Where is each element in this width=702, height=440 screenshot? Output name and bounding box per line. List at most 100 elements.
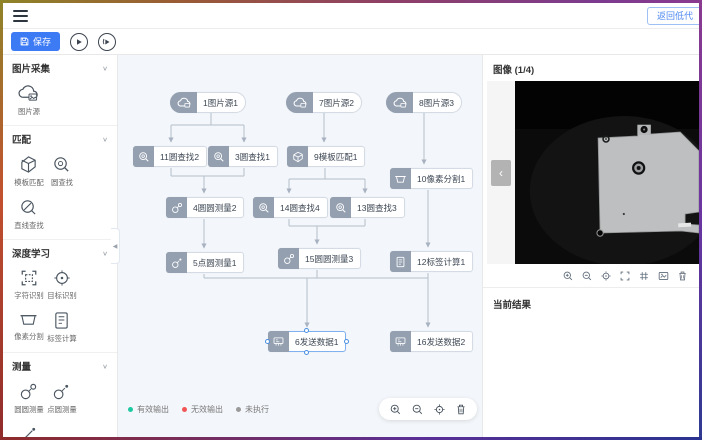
zoom-out-button[interactable]	[412, 404, 423, 415]
tool-image-source[interactable]: 图片源	[12, 84, 45, 117]
play-loop-icon	[102, 38, 110, 44]
tool-label-calc[interactable]: 标签计算	[45, 311, 78, 344]
cloud-image-icon	[17, 85, 38, 101]
zoom-in-button[interactable]	[563, 271, 573, 281]
flow-canvas[interactable]: 1图片源1 7图片源2 8图片源3 11圆查找2 3圆查找1 9模板匹配1 10…	[118, 55, 482, 437]
tool-circle-circle-measure[interactable]: 圆圆测量	[12, 382, 45, 415]
red-dot	[182, 407, 187, 412]
run-once-button[interactable]	[70, 32, 89, 51]
grid-icon	[640, 271, 648, 280]
flow-node-label: 8图片源3	[419, 97, 454, 108]
flow-node-image-source-3[interactable]: 8图片源3	[386, 92, 462, 113]
section-header[interactable]: 测量 ∨	[12, 359, 108, 373]
tool-label: 直线查找	[13, 221, 44, 230]
menu-icon[interactable]	[13, 9, 28, 22]
flow-node-image-source-1[interactable]: 1图片源1	[170, 92, 246, 113]
tool-ocr[interactable]: 字符识别	[12, 269, 45, 301]
zoom-out-icon	[582, 271, 592, 280]
measure-circle-circle-icon	[166, 197, 187, 218]
measure-point-circle-icon	[53, 384, 69, 400]
measure-point-circle-icon	[166, 252, 187, 273]
list-icon	[55, 312, 68, 329]
flow-node-circle-find-3[interactable]: 13圆查找3	[330, 197, 405, 218]
run-continuous-button[interactable]	[98, 32, 117, 51]
flow-node-image-source-2[interactable]: 7图片源2	[286, 92, 362, 113]
snapshot-button[interactable]	[658, 271, 669, 281]
save-button[interactable]: 保存	[11, 32, 61, 51]
section-header[interactable]: 深度学习 ∨	[12, 246, 108, 260]
grid-button[interactable]	[639, 271, 649, 281]
flow-node-circle-find-2[interactable]: 11圆查找2	[133, 146, 208, 167]
tool-point-circle-measure[interactable]: 点圆测量	[45, 382, 78, 415]
cloud-image-icon	[386, 92, 413, 113]
chevron-down-icon: ∨	[102, 64, 108, 72]
flow-node-template-match-1[interactable]: 9模板匹配1	[287, 146, 366, 167]
flow-node-circle-circle-measure-3[interactable]: 15圆圆测量3	[278, 248, 362, 269]
device-icon	[390, 331, 411, 352]
chevron-down-icon: ∨	[102, 135, 108, 143]
legend-invalid-output: 无效输出	[182, 404, 223, 415]
measure-point-point-icon	[25, 427, 36, 437]
measure-circle-circle-icon	[20, 383, 37, 400]
inspect-panel: 图像 (1/4) ‹	[482, 55, 699, 437]
chevron-left-icon: ◀	[112, 243, 118, 250]
tool-object-detect[interactable]: 目标识别	[45, 269, 78, 301]
flow-node-label: 16发送数据2	[417, 336, 466, 347]
legend-label: 未执行	[245, 405, 269, 414]
flow-node-send-data-1[interactable]: 6发送数据1	[265, 328, 350, 355]
inspection-image[interactable]	[515, 81, 699, 264]
output-legend: 有效输出 无效输出 未执行	[128, 404, 269, 415]
tool-circle-find[interactable]: 圆查找	[45, 155, 78, 188]
back-to-lowcode-button[interactable]: 返回低代	[646, 7, 702, 25]
flow-node-label: 12标签计算1	[417, 256, 466, 267]
zoom-in-icon	[563, 271, 573, 280]
metal-part-image	[515, 81, 699, 264]
locate-button[interactable]	[434, 403, 445, 415]
sidebar-collapse-toggle[interactable]: ◀	[111, 228, 120, 264]
flow-node-label: 15圆圆测量3	[305, 253, 354, 264]
prev-image-button[interactable]: ‹	[491, 159, 511, 186]
gray-dot	[236, 407, 241, 412]
locate-icon	[601, 270, 611, 281]
tool-label: 点圆测量	[46, 405, 77, 414]
connection-handle[interactable]	[344, 338, 350, 344]
tool-template-match[interactable]: 模板匹配	[12, 155, 45, 188]
flow-node-pixel-segment-1[interactable]: 10像素分割1	[390, 168, 474, 189]
connection-handle[interactable]	[265, 338, 270, 344]
tool-label: 模板匹配	[13, 178, 44, 187]
connection-handle[interactable]	[304, 328, 310, 333]
delete-button[interactable]	[678, 271, 687, 281]
tool-line-find[interactable]: 直线查找	[12, 198, 45, 231]
flow-node-label: 11圆查找2	[160, 151, 200, 162]
section-title: 深度学习	[12, 249, 51, 260]
flow-node-send-data-2[interactable]: 16发送数据2	[390, 331, 474, 352]
tool-label: 像素分割	[13, 332, 44, 341]
fullscreen-button[interactable]	[620, 271, 630, 281]
target-icon	[53, 270, 70, 286]
flow-node-circle-find-4[interactable]: 14圆查找4	[253, 197, 328, 218]
flow-node-circle-circle-measure-2[interactable]: 4圆圆测量2	[166, 197, 245, 218]
sidebar-section-deep-learning: 深度学习 ∨ 字符识别 目标识别 像素分割 标签计算	[3, 240, 117, 353]
tool-label: 圆圆测量	[13, 405, 44, 414]
flow-node-label-calc-1[interactable]: 12标签计算1	[390, 251, 474, 272]
tool-pixel-segment[interactable]: 像素分割	[12, 311, 45, 344]
zoom-out-button[interactable]	[582, 271, 592, 281]
circle-search-icon	[208, 146, 229, 167]
save-label: 保存	[33, 37, 52, 47]
tool-point-point-measure[interactable]: 点点测量	[12, 425, 45, 437]
play-icon	[77, 38, 82, 45]
locate-button[interactable]	[601, 270, 611, 281]
flow-node-point-circle-measure-1[interactable]: 5点圆测量1	[166, 252, 245, 273]
image-toolbar	[483, 264, 699, 288]
legend-label: 无效输出	[191, 405, 223, 414]
section-header[interactable]: 图片采集 ∨	[12, 61, 108, 75]
connection-handle[interactable]	[304, 350, 310, 355]
flow-node-circle-find-1[interactable]: 3圆查找1	[208, 146, 278, 167]
tool-label: 目标识别	[46, 291, 77, 300]
ocr-icon	[21, 270, 36, 286]
circle-search-icon	[253, 197, 274, 218]
section-header[interactable]: 匹配 ∨	[12, 132, 108, 146]
zoom-in-button[interactable]	[390, 404, 401, 415]
tool-label: 图片源	[17, 107, 40, 116]
delete-button[interactable]	[456, 404, 466, 415]
